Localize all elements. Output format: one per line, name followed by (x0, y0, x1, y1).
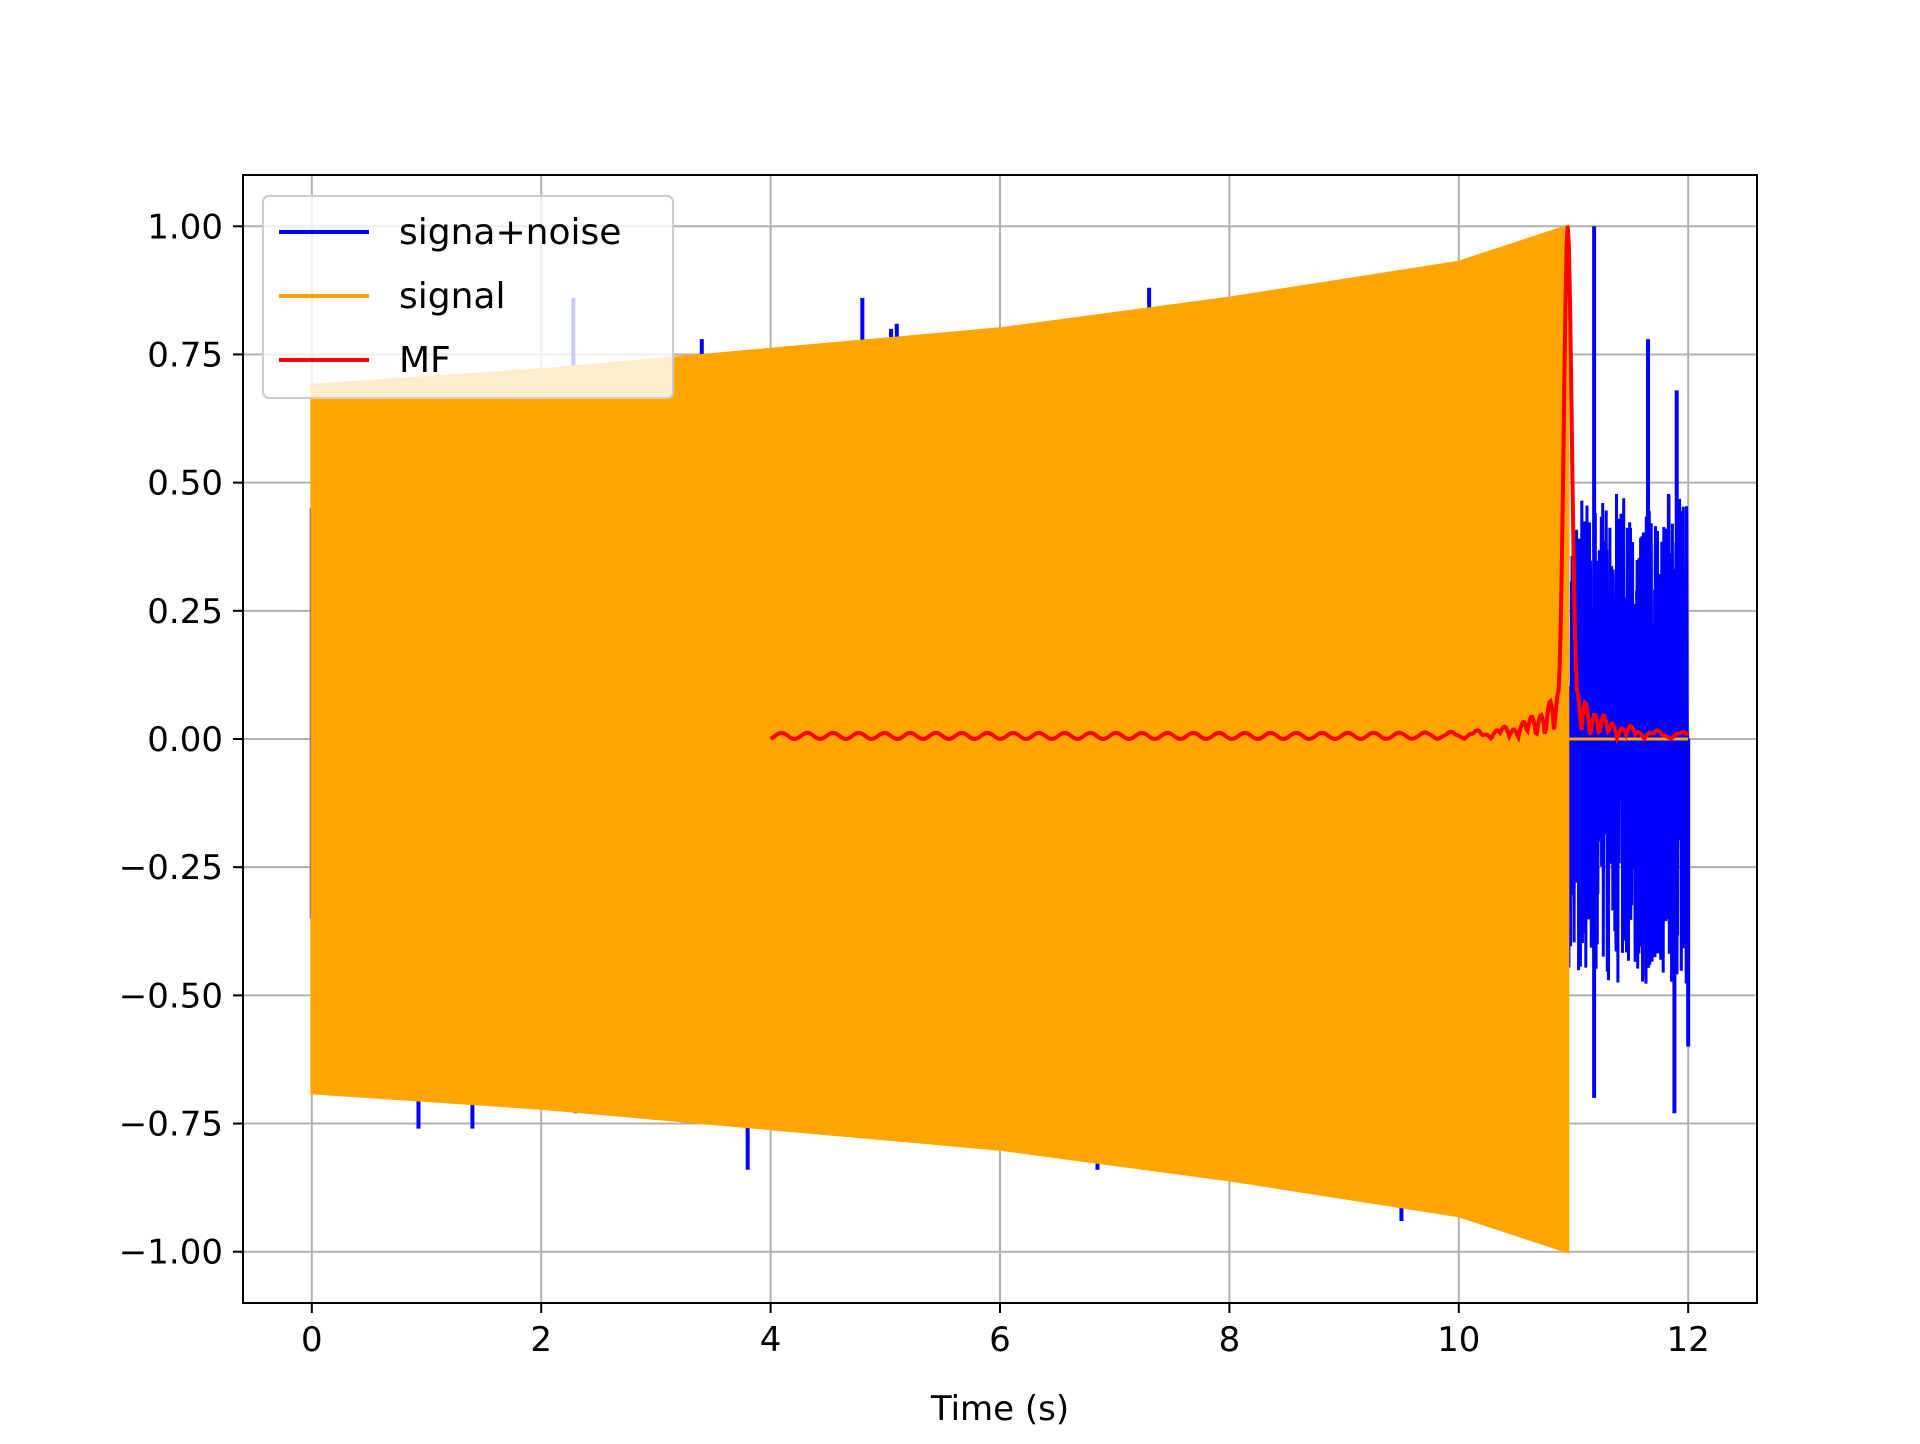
plot-area (309, 224, 1691, 1254)
legend-label: signa+noise (399, 212, 621, 253)
x-tick-label: 2 (530, 1320, 552, 1360)
ticks: 0 2 4 6 8 10 12 1.00 0.75 0.50 0.25 0.00 −0.25 −0.50 −… (119, 207, 1710, 1360)
y-tick-label: −0.50 (119, 976, 223, 1016)
series-mf-line (769, 225, 1690, 745)
y-tick-label: −0.25 (119, 848, 223, 888)
legend-label: MF (399, 340, 451, 381)
x-axis-label: Time (s) (930, 1389, 1069, 1429)
y-tick-label: 1.00 (147, 207, 223, 247)
x-tick-label: 6 (989, 1320, 1011, 1360)
y-tick-label: −0.75 (119, 1105, 223, 1145)
series-signal-fill (310, 224, 1570, 1254)
legend-box (262, 195, 674, 399)
y-tick-label: 0.00 (147, 720, 223, 760)
legend-label: signal (399, 276, 506, 317)
x-tick-label: 10 (1437, 1320, 1480, 1360)
x-tick-label: 4 (760, 1320, 782, 1360)
y-tick-label: 0.75 (147, 335, 223, 375)
y-tick-label: −1.00 (119, 1233, 223, 1273)
y-tick-label: 0.50 (147, 464, 223, 504)
x-tick-label: 12 (1667, 1320, 1710, 1360)
x-tick-label: 0 (301, 1320, 323, 1360)
y-tick-label: 0.25 (147, 592, 223, 632)
legend: signa+noise signal MF (262, 195, 674, 399)
x-tick-label: 8 (1219, 1320, 1241, 1360)
